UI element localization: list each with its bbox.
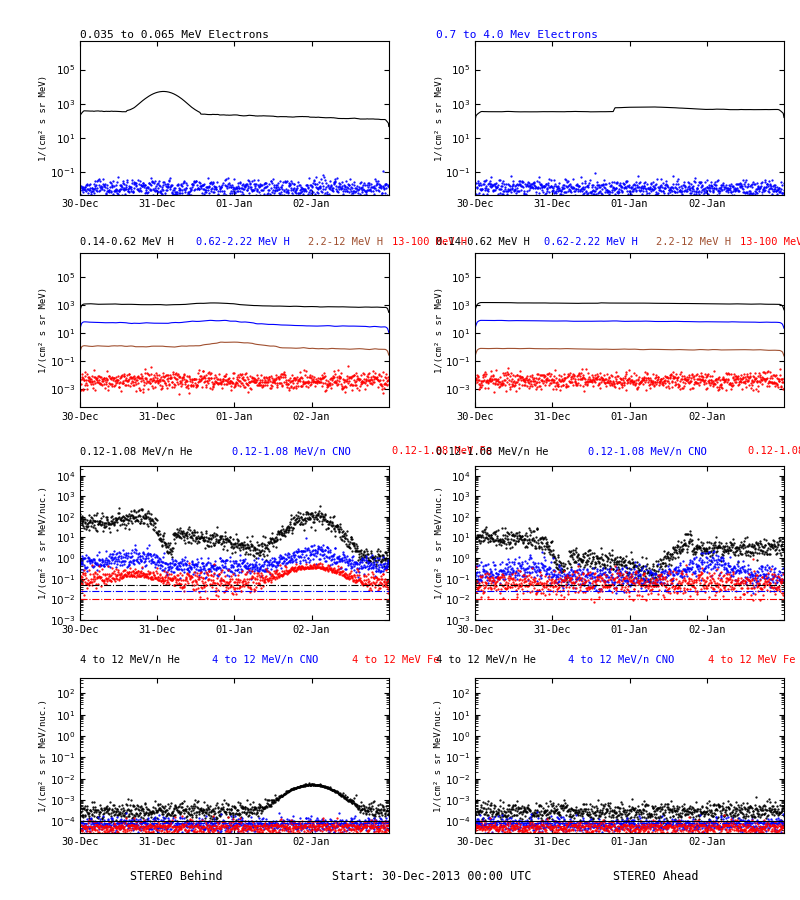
Text: 0.12-1.08 MeV/n He: 0.12-1.08 MeV/n He (80, 446, 193, 456)
Y-axis label: 1/(cm² s sr MeV/nuc.): 1/(cm² s sr MeV/nuc.) (434, 486, 443, 599)
Text: 0.62-2.22 MeV H: 0.62-2.22 MeV H (544, 237, 638, 247)
Text: 4 to 12 MeV/n CNO: 4 to 12 MeV/n CNO (568, 655, 674, 665)
Y-axis label: 1/(cm² s sr MeV/nuc.): 1/(cm² s sr MeV/nuc.) (39, 486, 48, 599)
Y-axis label: 1/(cm² s sr MeV/nuc.): 1/(cm² s sr MeV/nuc.) (39, 699, 48, 812)
Text: 0.035 to 0.065 MeV Electrons: 0.035 to 0.065 MeV Electrons (80, 30, 269, 40)
Text: 4 to 12 MeV/n He: 4 to 12 MeV/n He (80, 655, 180, 665)
Text: Start: 30-Dec-2013 00:00 UTC: Start: 30-Dec-2013 00:00 UTC (332, 870, 532, 883)
Y-axis label: 1/(cm² s sr MeV/nuc.): 1/(cm² s sr MeV/nuc.) (434, 699, 443, 812)
Y-axis label: 1/(cm² s sr MeV): 1/(cm² s sr MeV) (434, 75, 444, 160)
Text: 0.12-1.08 MeV Fe: 0.12-1.08 MeV Fe (748, 446, 800, 456)
Text: 0.12-1.08 MeV/n CNO: 0.12-1.08 MeV/n CNO (588, 446, 706, 456)
Text: 2.2-12 MeV H: 2.2-12 MeV H (308, 237, 383, 247)
Text: 0.12-1.08 MeV/n CNO: 0.12-1.08 MeV/n CNO (232, 446, 350, 456)
Text: 0.14-0.62 MeV H: 0.14-0.62 MeV H (80, 237, 174, 247)
Y-axis label: 1/(cm² s sr MeV): 1/(cm² s sr MeV) (39, 287, 48, 374)
Text: 2.2-12 MeV H: 2.2-12 MeV H (656, 237, 731, 247)
Text: 4 to 12 MeV Fe: 4 to 12 MeV Fe (352, 655, 439, 665)
Text: 0.12-1.08 MeV Fe: 0.12-1.08 MeV Fe (392, 446, 492, 456)
Text: 0.62-2.22 MeV H: 0.62-2.22 MeV H (196, 237, 290, 247)
Text: 0.12-1.08 MeV/n He: 0.12-1.08 MeV/n He (436, 446, 549, 456)
Text: 13-100 MeV H: 13-100 MeV H (740, 237, 800, 247)
Text: 13-100 MeV H: 13-100 MeV H (392, 237, 467, 247)
Text: STEREO Ahead: STEREO Ahead (614, 870, 698, 883)
Text: 4 to 12 MeV Fe: 4 to 12 MeV Fe (708, 655, 795, 665)
Text: 4 to 12 MeV/n CNO: 4 to 12 MeV/n CNO (212, 655, 318, 665)
Text: 0.14-0.62 MeV H: 0.14-0.62 MeV H (436, 237, 530, 247)
Text: 4 to 12 MeV/n He: 4 to 12 MeV/n He (436, 655, 536, 665)
Text: 0.7 to 4.0 Mev Electrons: 0.7 to 4.0 Mev Electrons (436, 30, 598, 40)
Text: STEREO Behind: STEREO Behind (130, 870, 222, 883)
Y-axis label: 1/(cm² s sr MeV): 1/(cm² s sr MeV) (434, 287, 443, 374)
Y-axis label: 1/(cm² s sr MeV): 1/(cm² s sr MeV) (39, 75, 48, 160)
